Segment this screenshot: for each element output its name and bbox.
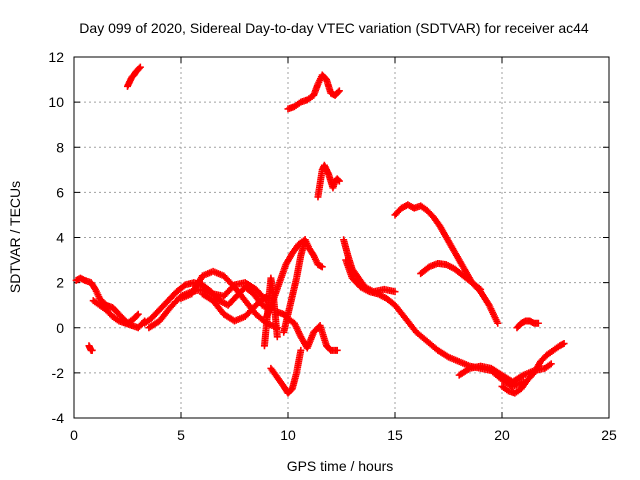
series-blip-21 xyxy=(513,317,542,332)
series-tail-18 xyxy=(455,360,555,386)
y-tick-label: 12 xyxy=(48,49,64,65)
data-point-marker xyxy=(273,333,281,341)
series-seg-6-12 xyxy=(314,161,343,201)
axis-ticks: 0 5 10 15 20 25 -4 -2 0 2 4 6 8 10 12 xyxy=(48,49,617,443)
data-point-marker xyxy=(301,236,309,244)
y-tick-label: 6 xyxy=(56,184,64,200)
y-tick-label: 4 xyxy=(56,230,64,246)
series-spike-9 xyxy=(260,274,281,350)
series-blip xyxy=(85,342,96,354)
data-point-marker xyxy=(88,346,96,354)
data-point-marker xyxy=(534,319,542,327)
grid-lines xyxy=(74,57,609,418)
x-axis-label: GPS time / hours xyxy=(287,458,394,474)
chart-title: Day 099 of 2020, Sidereal Day-to-day VTE… xyxy=(79,20,589,36)
data-point-marker xyxy=(297,346,305,354)
series-low-dip xyxy=(267,346,305,397)
data-point-marker xyxy=(318,263,326,271)
y-tick-label: -4 xyxy=(52,410,65,426)
series-mid-10 xyxy=(273,308,341,354)
series-seg-10-12 xyxy=(284,71,343,113)
data-point-marker xyxy=(136,63,144,71)
x-tick-label: 20 xyxy=(494,427,510,443)
data-point-marker xyxy=(560,340,568,348)
data-point-marker xyxy=(133,311,141,319)
data-point-marker xyxy=(334,88,342,96)
data-point-marker xyxy=(333,346,341,354)
data-point-marker xyxy=(335,87,343,95)
data-point-marker xyxy=(391,288,399,296)
x-tick-label: 25 xyxy=(601,427,617,443)
data-point-marker xyxy=(547,360,555,368)
series-hump-16 xyxy=(417,259,502,327)
series-early-low-b xyxy=(89,297,149,332)
y-tick-label: 8 xyxy=(56,139,64,155)
data-point-marker xyxy=(134,310,142,318)
x-tick-label: 0 xyxy=(70,427,78,443)
y-tick-label: 2 xyxy=(56,275,64,291)
data-points xyxy=(72,63,568,397)
data-point-marker xyxy=(464,365,472,373)
data-point-marker xyxy=(335,177,343,185)
series-high-top xyxy=(124,63,144,90)
y-tick-label: 0 xyxy=(56,320,64,336)
series-up-steep xyxy=(280,236,309,336)
data-point-marker xyxy=(334,176,342,184)
y-tick-label: -2 xyxy=(52,365,65,381)
series-tail-20 xyxy=(498,340,568,397)
x-tick-label: 15 xyxy=(387,427,403,443)
x-tick-label: 10 xyxy=(280,427,296,443)
series-drop-13b xyxy=(342,256,527,390)
data-point-marker xyxy=(494,319,502,327)
x-tick-label: 5 xyxy=(177,427,185,443)
series-early-low xyxy=(72,274,142,327)
y-axis-label: SDTVAR / TECUs xyxy=(7,181,23,293)
data-point-marker xyxy=(135,64,143,72)
y-tick-label: 10 xyxy=(48,94,64,110)
